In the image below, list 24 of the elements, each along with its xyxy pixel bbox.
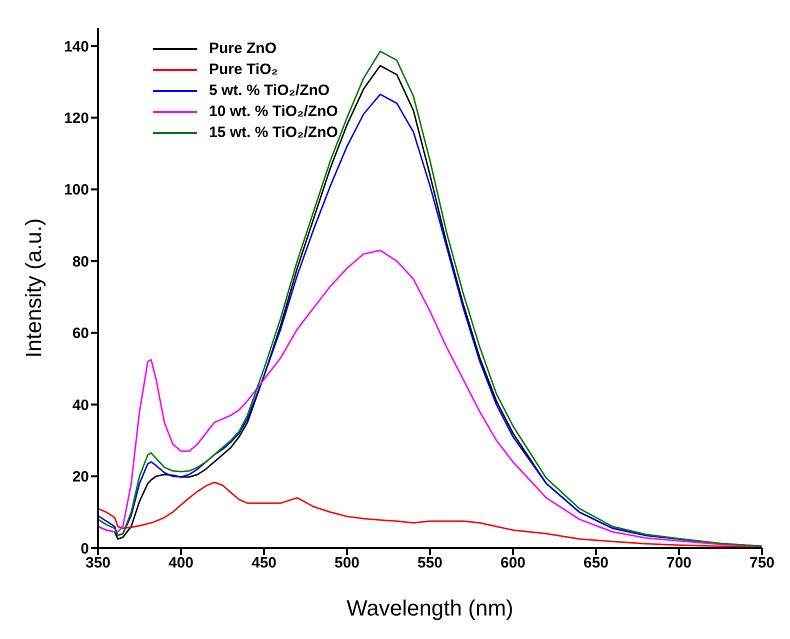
y-tick-label: 80 (72, 253, 89, 270)
legend-label: 5 wt. % TiO₂/ZnO (209, 82, 330, 99)
y-tick-label: 60 (72, 325, 89, 342)
legend-label: Pure TiO₂ (209, 61, 278, 78)
y-tick-label: 140 (64, 38, 89, 56)
x-tick-label: 400 (168, 554, 194, 572)
legend-label: 10 wt. % TiO₂/ZnO (209, 103, 338, 120)
x-tick-label: 700 (666, 554, 692, 572)
x-tick-label: 600 (500, 554, 526, 572)
x-tick-label: 450 (251, 554, 277, 572)
legend-label: 15 wt. % TiO₂/ZnO (209, 124, 338, 141)
legend-label: Pure ZnO (209, 40, 277, 57)
x-tick-label: 350 (85, 554, 111, 572)
y-tick-label: 40 (72, 396, 89, 414)
y-tick-label: 120 (64, 110, 89, 127)
x-tick-label: 550 (417, 554, 443, 572)
x-tick-label: 500 (334, 554, 360, 572)
y-tick-label: 100 (64, 182, 89, 199)
x-axis-title: Wavelength (nm) (346, 596, 514, 621)
y-tick-label: 0 (80, 540, 89, 558)
x-tick-label: 650 (583, 554, 609, 572)
y-tick-label: 20 (72, 468, 89, 486)
x-tick-label: 750 (749, 554, 775, 572)
y-axis-title: Intensity (a.u.) (20, 218, 46, 358)
